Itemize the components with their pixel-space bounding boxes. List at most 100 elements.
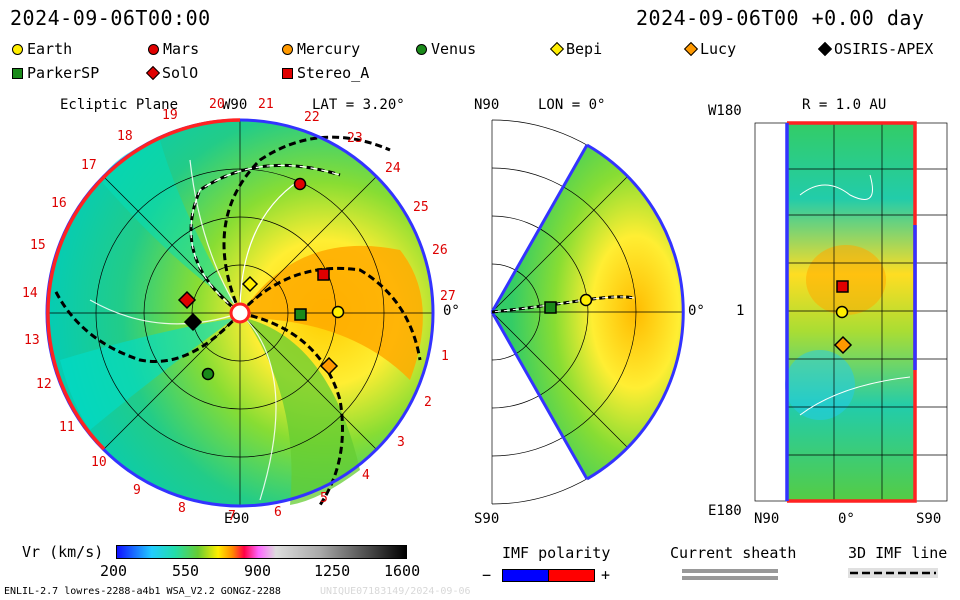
carrington-label: 8 (178, 501, 186, 516)
carrington-label: 18 (117, 129, 133, 144)
legend-item-lucy: Lucy (683, 40, 736, 58)
meridional-lon-label: LON = 0° (538, 97, 606, 113)
imf-line-label: 3D IMF line (848, 544, 948, 562)
footer-left: ENLIL-2.7 lowres-2288-a4b1 WSA_V2.2 GONG… (4, 586, 281, 597)
carrington-label: 14 (22, 286, 38, 301)
imf-negative-swatch (502, 569, 549, 582)
colorbar-tick: 900 (244, 562, 272, 580)
earth-marker (579, 293, 593, 307)
square-icon (12, 67, 23, 79)
colorbar-tick: 1600 (384, 562, 421, 580)
colorbar-label: Vr (km/s) (22, 543, 104, 561)
carrington-label: 20 (209, 97, 225, 112)
carrington-label: 21 (258, 97, 274, 112)
ecliptic-title: Ecliptic Plane (60, 97, 179, 113)
carrington-label: 25 (413, 200, 429, 215)
carrington-label: 15 (30, 238, 46, 253)
imf-polarity-label: IMF polarity (502, 544, 611, 562)
imf-plus-label: + (601, 566, 611, 584)
circle-icon (416, 43, 427, 55)
carrington-label: 11 (59, 420, 75, 435)
carrington-label: 23 (347, 131, 363, 146)
carrington-label: 26 (432, 243, 448, 258)
carrington-label: 10 (91, 455, 107, 470)
datetime-left: 2024-09-06T00:00 (10, 6, 211, 30)
meridional-edge-lines (490, 144, 589, 480)
synoptic-ybot-label: E180 (708, 503, 742, 519)
synoptic-ytop-label: W180 (708, 103, 742, 119)
synoptic-xleft-label: N90 (754, 511, 780, 527)
stereo-a-marker (317, 268, 330, 281)
carrington-label: 22 (304, 110, 320, 125)
legend-item-solo: SolO (145, 64, 198, 82)
current-sheath-lines (89, 159, 277, 501)
circle-icon (282, 43, 293, 55)
carrington-label: 7 (228, 509, 236, 524)
synoptic-sheath-line-2 (799, 376, 911, 416)
carrington-label: 5 (320, 491, 328, 506)
carrington-label: 1 (441, 349, 449, 364)
ecliptic-top-label: W90 (222, 97, 248, 113)
carrington-label: 9 (133, 483, 141, 498)
meridional-bottom-label: S90 (474, 511, 500, 527)
carrington-label: 27 (440, 289, 456, 304)
synoptic-cool-region (785, 350, 855, 420)
solo-marker (177, 290, 197, 310)
footer-right: UNIQUE07183149/2024-09-06 (320, 586, 471, 597)
current-sheath-swatch-2 (682, 576, 778, 580)
carrington-label: 3 (397, 435, 405, 450)
colorbar-tick: 200 (100, 562, 128, 580)
ecliptic-bottom-label: E90 (224, 511, 250, 527)
carrington-label: 16 (51, 196, 67, 211)
carrington-label: 12 (36, 377, 52, 392)
imf-lines-white (190, 164, 341, 314)
synoptic-xmid-label: 0° (838, 511, 855, 527)
imf-line-swatch (848, 568, 938, 578)
ecliptic-lat-label: LAT = 3.20° (312, 97, 405, 113)
venus-marker (201, 367, 215, 381)
legend-item-osiris-apex: OSIRIS-APEX (817, 40, 933, 58)
synoptic-xright-label: S90 (916, 511, 942, 527)
earth-marker (835, 305, 849, 319)
legend-item-venus: Venus (416, 40, 476, 58)
legend-item-earth: Earth (12, 40, 72, 58)
colorbar-tick: 550 (172, 562, 200, 580)
synoptic-ymid-label: 1 (736, 303, 745, 319)
carrington-label: 13 (24, 333, 40, 348)
lucy-marker (833, 335, 853, 355)
legend-item-mars: Mars (148, 40, 199, 58)
legend-item-bepi: Bepi (549, 40, 602, 58)
circle-icon (148, 43, 159, 55)
carrington-label: 19 (162, 108, 178, 123)
colorbar-tick: 1250 (314, 562, 351, 580)
osiris-apex-marker (183, 312, 203, 332)
imf-lines (53, 135, 422, 506)
diamond-icon (549, 41, 565, 57)
circle-icon (12, 43, 23, 55)
stereo-a-marker (836, 280, 849, 293)
carrington-label: 2 (424, 395, 432, 410)
ecliptic-outer-ring-red (46, 118, 241, 451)
current-sheath-label: Current sheath (670, 544, 797, 562)
meridional-outer-arc (586, 143, 685, 481)
synoptic-sheath-line (799, 174, 873, 200)
meridional-top-label: N90 (474, 97, 500, 113)
carrington-label: 24 (385, 161, 401, 176)
parkersp-marker (544, 301, 557, 314)
ecliptic-plane-plot (45, 118, 435, 508)
carrington-label: 4 (362, 468, 370, 483)
mars-marker (293, 177, 307, 191)
legend-item-stereo-a: Stereo_A (282, 64, 369, 82)
diamond-icon (683, 41, 699, 57)
meridional-right-label: 0° (688, 303, 705, 319)
bepi-marker (241, 275, 259, 293)
legend-item-parkersp: ParkerSP (12, 64, 99, 82)
synoptic-plot (754, 121, 948, 503)
synoptic-hot-region (806, 245, 886, 315)
synoptic-title: R = 1.0 AU (802, 97, 887, 113)
diamond-icon (817, 41, 833, 57)
lucy-marker (319, 356, 339, 376)
square-icon (282, 67, 293, 79)
colorbar (116, 545, 407, 559)
carrington-label: 6 (274, 505, 282, 520)
